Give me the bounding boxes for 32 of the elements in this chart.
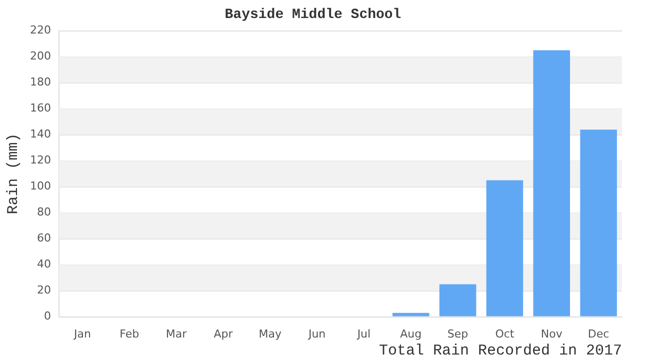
bar — [439, 284, 476, 316]
chart-title: Bayside Middle School — [224, 6, 402, 23]
x-tick-label: Jul — [356, 327, 371, 340]
bar — [580, 130, 617, 316]
x-tick-label: Aug — [400, 327, 422, 340]
x-tick-label: Dec — [588, 327, 610, 340]
y-tick-label: 200 — [30, 50, 51, 63]
x-axis-title: Total Rain Recorded in 2017 — [378, 342, 622, 360]
y-tick-label: 120 — [30, 154, 51, 167]
y-tick-label: 140 — [30, 128, 51, 141]
y-tick-label: 100 — [30, 180, 51, 193]
x-tick-label: May — [258, 327, 282, 340]
x-tick-label: Feb — [120, 327, 140, 340]
y-axis-title: Rain (mm) — [4, 133, 22, 214]
x-tick-label: Sep — [447, 327, 468, 340]
y-tick-label: 160 — [30, 102, 51, 115]
y-tick-label: 40 — [36, 258, 51, 271]
bar — [392, 312, 430, 316]
y-tick-label: 220 — [30, 24, 51, 37]
x-tick-label: Oct — [495, 327, 515, 340]
bar — [533, 50, 570, 316]
x-tick-label: Jun — [307, 327, 326, 340]
x-tick-label: Jan — [72, 327, 91, 340]
y-tick-label: 60 — [36, 232, 51, 245]
bar — [486, 180, 524, 316]
x-tick-label: Nov — [540, 327, 563, 340]
y-tick-label: 180 — [30, 76, 51, 89]
y-tick-label: 0 — [44, 310, 51, 323]
y-tick-label: 20 — [36, 284, 51, 297]
y-tick-label: 80 — [36, 206, 51, 219]
x-tick-label: Mar — [166, 327, 188, 340]
x-tick-label: Apr — [214, 327, 234, 340]
